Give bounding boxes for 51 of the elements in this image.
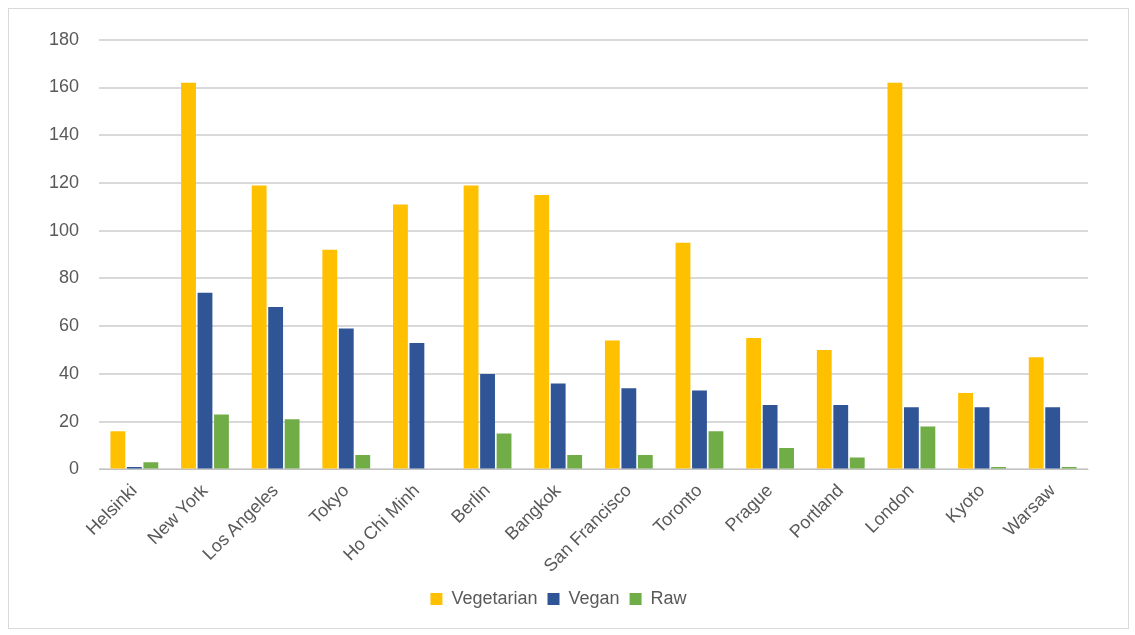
- bar: [251, 185, 267, 469]
- bar: [692, 390, 707, 469]
- y-tick-label: 160: [48, 76, 80, 97]
- bar: [833, 404, 849, 469]
- bar: [675, 242, 691, 469]
- bar: [958, 393, 973, 469]
- y-tick-label: 60: [59, 315, 80, 336]
- bar: [268, 307, 284, 469]
- bar: [197, 292, 213, 469]
- bar: [920, 426, 936, 469]
- bar: [143, 462, 159, 469]
- bar: [110, 431, 126, 469]
- bar: [284, 419, 300, 469]
- bar: [779, 447, 795, 469]
- legend-label: Raw: [650, 587, 688, 608]
- y-tick-label: 180: [48, 28, 80, 49]
- bar: [393, 204, 408, 469]
- bar: [903, 407, 919, 469]
- bar: [604, 340, 620, 469]
- bar: [762, 404, 778, 469]
- bar: [322, 249, 338, 469]
- bar: [355, 455, 371, 469]
- y-tick-label: 100: [48, 219, 80, 240]
- bar: [708, 431, 724, 469]
- bar: [621, 388, 637, 469]
- legend-label: Vegetarian: [451, 587, 538, 608]
- bar: [480, 373, 495, 469]
- bar: [567, 455, 583, 469]
- bar: [637, 455, 653, 469]
- bar: [338, 328, 354, 469]
- bar: [181, 82, 196, 469]
- y-tick-label: 0: [69, 458, 80, 479]
- bar: [887, 82, 903, 469]
- y-tick-label: 40: [59, 362, 80, 383]
- bar: [1028, 357, 1044, 469]
- bar: [496, 433, 512, 469]
- y-tick-label: 20: [59, 410, 80, 431]
- bar: [409, 342, 425, 469]
- y-tick-label: 120: [48, 171, 80, 192]
- bar: [214, 414, 229, 469]
- bar: [463, 185, 479, 469]
- y-tick-label: 140: [48, 124, 80, 145]
- bar: [746, 338, 762, 469]
- bar: [849, 457, 865, 469]
- bar: [816, 350, 832, 469]
- bar: [550, 383, 566, 469]
- bar: [534, 194, 550, 469]
- y-tick-label: 80: [59, 267, 80, 288]
- legend-label: Vegan: [568, 587, 620, 608]
- bar: [1045, 407, 1061, 469]
- bar: [974, 407, 990, 469]
